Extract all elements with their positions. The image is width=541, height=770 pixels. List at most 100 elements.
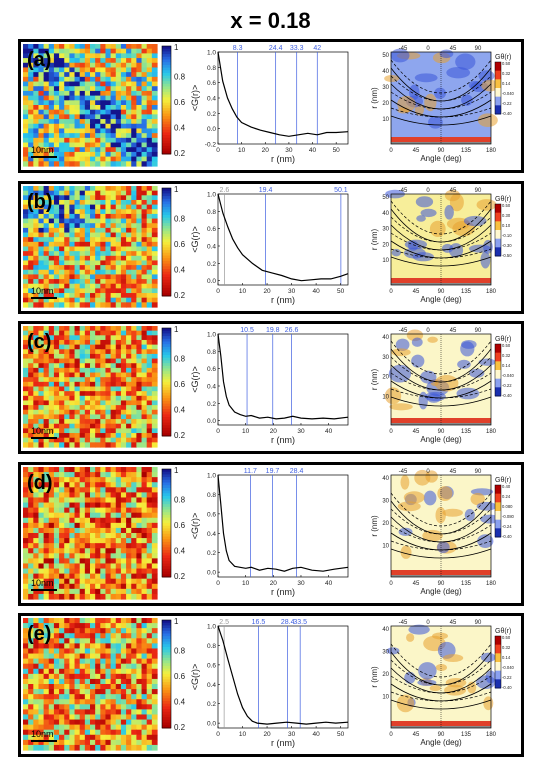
map-pixel bbox=[23, 72, 29, 78]
map-pixel bbox=[110, 684, 117, 690]
map-pixel bbox=[146, 658, 153, 665]
map-pixel bbox=[136, 119, 143, 125]
map-pixel bbox=[126, 372, 132, 378]
map-pixel bbox=[64, 724, 70, 731]
map-pixel bbox=[100, 578, 107, 585]
map-pixel bbox=[131, 293, 137, 299]
map-pixel bbox=[100, 663, 107, 670]
map-pixel bbox=[126, 467, 132, 473]
map-pixel bbox=[84, 734, 91, 741]
map-pixel bbox=[120, 123, 127, 130]
map-pixel bbox=[33, 358, 40, 364]
map-pixel bbox=[43, 663, 50, 670]
map-pixel bbox=[64, 638, 70, 644]
map-pixel bbox=[23, 48, 29, 54]
map-pixel bbox=[95, 739, 101, 746]
map-pixel bbox=[126, 694, 132, 700]
map-pixel bbox=[105, 442, 112, 448]
map-pixel bbox=[59, 128, 65, 134]
polar-colorbar-tick: 0.10 bbox=[502, 223, 511, 228]
map-pixel bbox=[28, 123, 34, 130]
map-pixel bbox=[79, 428, 86, 434]
polar-blob bbox=[404, 239, 428, 250]
map-pixel bbox=[95, 128, 101, 134]
map-pixel bbox=[115, 330, 122, 336]
map-pixel bbox=[105, 502, 112, 509]
map-pixel bbox=[151, 492, 158, 499]
y-tick-label: -0.2 bbox=[205, 142, 217, 149]
map-pixel bbox=[110, 274, 117, 280]
line-plot-frame bbox=[217, 193, 349, 286]
map-pixel bbox=[95, 95, 101, 101]
map-pixel bbox=[115, 151, 122, 158]
y-tick-label: 0.2 bbox=[207, 701, 216, 708]
map-pixel bbox=[110, 283, 117, 289]
map-pixel bbox=[90, 593, 96, 600]
map-pixel bbox=[84, 724, 91, 731]
map-pixel bbox=[69, 137, 76, 144]
map-pixel bbox=[131, 213, 137, 220]
map-pixel bbox=[136, 137, 143, 144]
map-pixel bbox=[131, 467, 137, 473]
map-pixel bbox=[105, 593, 112, 600]
map-pixel bbox=[64, 269, 70, 276]
map-pixel bbox=[141, 246, 148, 252]
map-pixel bbox=[95, 297, 101, 303]
map-pixel bbox=[90, 100, 96, 106]
map-pixel bbox=[120, 684, 127, 690]
map-pixel bbox=[38, 588, 45, 595]
map-pixel bbox=[53, 81, 60, 87]
map-pixel bbox=[146, 588, 153, 595]
map-pixel bbox=[33, 423, 40, 429]
map-pixel bbox=[131, 186, 137, 192]
map-pixel bbox=[110, 428, 117, 434]
map-pixel bbox=[28, 487, 34, 493]
map-pixel bbox=[69, 428, 76, 434]
map-pixel bbox=[84, 372, 91, 378]
map-pixel bbox=[136, 381, 143, 388]
map-pixel bbox=[48, 648, 55, 655]
map-pixel bbox=[151, 433, 158, 439]
map-pixel bbox=[146, 527, 153, 534]
map-pixel bbox=[33, 573, 40, 580]
map-pixel bbox=[151, 151, 158, 158]
map-pixel bbox=[69, 293, 76, 299]
map-pixel bbox=[79, 128, 86, 134]
map-pixel bbox=[131, 497, 137, 504]
polar-blob bbox=[395, 338, 410, 351]
contour-dashed bbox=[390, 675, 492, 694]
map-pixel bbox=[131, 279, 137, 285]
colorbar-segment bbox=[162, 379, 171, 383]
map-pixel bbox=[23, 573, 29, 580]
map-pixel bbox=[23, 467, 29, 473]
map-pixel bbox=[69, 195, 76, 201]
map-pixel bbox=[69, 358, 76, 364]
map-pixel bbox=[110, 251, 117, 257]
map-pixel bbox=[105, 288, 112, 294]
map-pixel bbox=[84, 251, 91, 257]
map-pixel bbox=[33, 344, 40, 350]
map-pixel bbox=[74, 548, 81, 554]
map-pixel bbox=[115, 232, 122, 238]
map-pixel bbox=[28, 428, 34, 434]
map-pixel bbox=[69, 538, 76, 544]
map-pixel bbox=[100, 330, 107, 336]
map-pixel bbox=[64, 142, 70, 148]
map-pixel bbox=[53, 694, 60, 700]
map-pixel bbox=[95, 734, 101, 741]
map-pixel bbox=[84, 274, 91, 280]
map-pixel bbox=[90, 391, 96, 397]
map-pixel bbox=[131, 302, 137, 308]
polar-blob bbox=[432, 632, 448, 640]
map-pixel bbox=[136, 128, 143, 134]
colorbar-segment bbox=[162, 414, 171, 418]
polar-blob bbox=[449, 193, 464, 212]
map-pixel bbox=[120, 381, 127, 388]
map-pixel bbox=[126, 223, 132, 229]
map-pixel bbox=[53, 467, 60, 473]
x-tick-label: 50 bbox=[337, 731, 345, 738]
colorbar-segment bbox=[162, 417, 171, 421]
scale-bar-label: 10nm bbox=[31, 426, 54, 436]
map-pixel bbox=[48, 232, 55, 238]
map-pixel bbox=[131, 714, 137, 721]
